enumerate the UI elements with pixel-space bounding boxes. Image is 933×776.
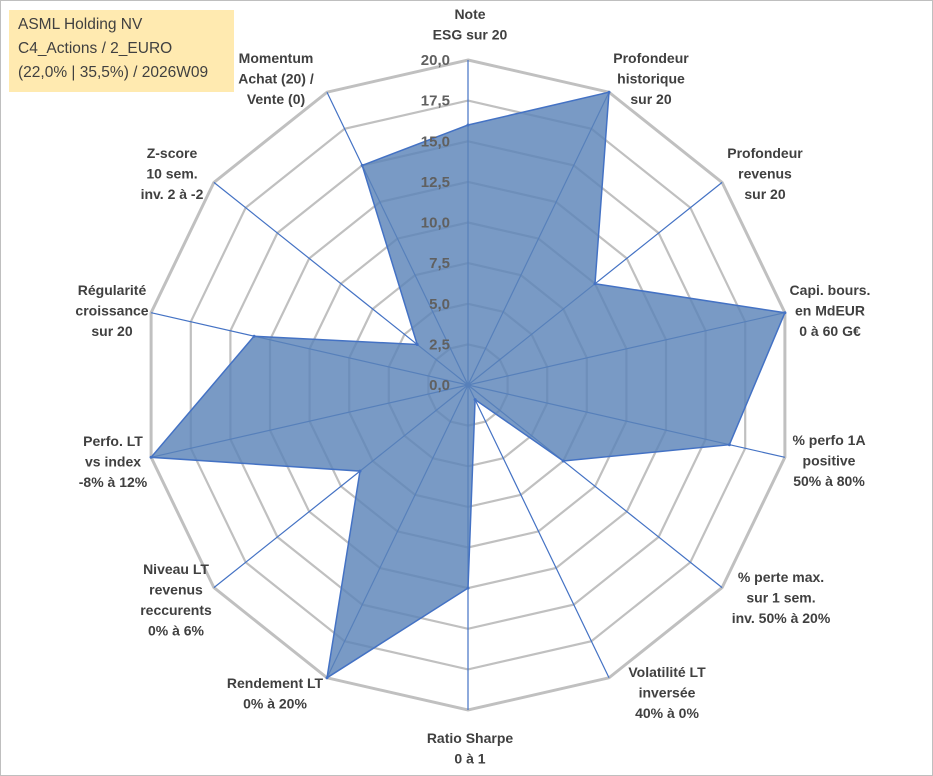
tick-label: 2,5 [429,336,450,353]
axis-label-line: inv. 50% à 20% [732,610,831,626]
data-point [727,443,731,447]
axis-spoke [467,384,610,679]
data-point [783,311,787,315]
data-point [593,282,597,286]
axis-label: % perte max. sur 1 sem. inv. 50% à 20% [732,569,831,626]
data-point [466,586,470,590]
axis-label-line: Vente (0) [247,91,305,107]
axis-label: Niveau LT revenus reccurents 0% à 6% [140,561,212,639]
axis-label-line: historique [617,71,685,87]
axis-label-line: Rendement LT [227,675,324,691]
axis-label-line: Momentum [239,50,314,66]
axis-label-line: Perfo. LT [83,433,143,449]
axis-label-line: % perfo 1A [792,432,865,448]
data-point [607,90,611,94]
tick-label: 15,0 [421,133,450,150]
axis-label-line: 50% à 80% [793,473,865,489]
axis-label-line: inversée [639,685,696,701]
axis-label-line: sur 20 [744,186,785,202]
axis-label-line: 40% à 0% [635,705,699,721]
axis-label-line: 0% à 20% [243,696,307,712]
axis-label-line: Ratio Sharpe [427,730,514,746]
axis-label-line: croissance [75,303,148,319]
axis-label-line: Profondeur [727,145,803,161]
data-point [466,123,470,127]
radial-tick-labels: 0,0 2,5 5,0 7,5 10,0 12,5 15,0 17,5 20,0 [421,52,450,394]
axis-label-line: Régularité [78,282,147,298]
axis-label-line: 0% à 6% [148,623,205,639]
tick-label: 10,0 [421,215,450,232]
axis-label: Note ESG sur 20 [433,6,508,43]
axis-label: % perfo 1A positive 50% à 80% [792,432,865,489]
axis-label-line: sur 20 [91,323,132,339]
info-box: ASML Holding NV C4_Actions / 2_EURO (22,… [9,10,234,92]
data-point [358,469,362,473]
axis-label-line: vs index [85,454,141,470]
axis-label-line: revenus [149,582,203,598]
axis-label: Rendement LT 0% à 20% [227,675,324,712]
series-layer [149,90,787,680]
data-point [252,334,256,338]
tick-label: 0,0 [429,377,450,394]
info-company-name: ASML Holding NV [18,16,143,33]
data-point [325,676,329,680]
data-point [149,455,153,459]
axis-label-line: Niveau LT [143,561,209,577]
axis-label-line: sur 1 sem. [746,590,815,606]
tick-label: 20,0 [421,52,450,69]
data-point [360,163,364,167]
axis-label-line: Achat (20) / [238,71,314,87]
axis-label-line: Capi. bours. [790,282,871,298]
axis-label-line: reccurents [140,602,212,618]
axis-label-line: % perte max. [738,569,824,585]
axis-label-line: 0 à 1 [454,751,485,767]
info-category: C4_Actions / 2_EURO [18,40,173,57]
axis-label: Z-score 10 sem. inv. 2 à -2 [141,145,204,202]
axis-label-line: -8% à 12% [79,474,148,490]
axis-label-line: revenus [738,166,792,182]
axis-label: Volatilité LT inversée 40% à 0% [628,664,706,721]
axis-label-line: 10 sem. [146,166,197,182]
axis-label-line: ESG sur 20 [433,27,508,43]
axis-label-line: positive [803,453,856,469]
tick-label: 7,5 [429,255,450,272]
axis-label-line: Profondeur [613,50,689,66]
tick-label: 12,5 [421,174,450,191]
info-stats: (22,0% | 35,5%) / 2026W09 [18,64,209,81]
axis-label: Profondeur historique sur 20 [613,50,689,107]
axis-label-line: en MdEUR [795,303,865,319]
axis-label: Perfo. LT vs index -8% à 12% [79,433,148,490]
axis-label: Capi. bours. en MdEUR 0 à 60 G€ [790,282,871,339]
data-point [473,398,477,402]
data-point [415,343,419,346]
axis-label-line: Z-score [147,145,198,161]
axis-label-line: inv. 2 à -2 [141,186,204,202]
axis-label: Ratio Sharpe 0 à 1 [427,730,514,767]
axis-labels: Note ESG sur 20 Profondeur historique sur 20… [75,6,870,767]
axis-label-line: sur 20 [630,91,671,107]
axis-label-line: 0 à 60 G€ [799,323,861,339]
axis-label: Régularité croissance sur 20 [75,282,148,339]
axis-label: Momentum Achat (20) / Vente (0) [238,50,314,107]
data-point [561,459,565,463]
axis-label-line: Note [454,6,485,22]
axis-label-line: Volatilité LT [628,664,706,680]
axis-label: Profondeur revenus sur 20 [727,145,803,202]
tick-label: 17,5 [421,93,450,110]
tick-label: 5,0 [429,296,450,313]
